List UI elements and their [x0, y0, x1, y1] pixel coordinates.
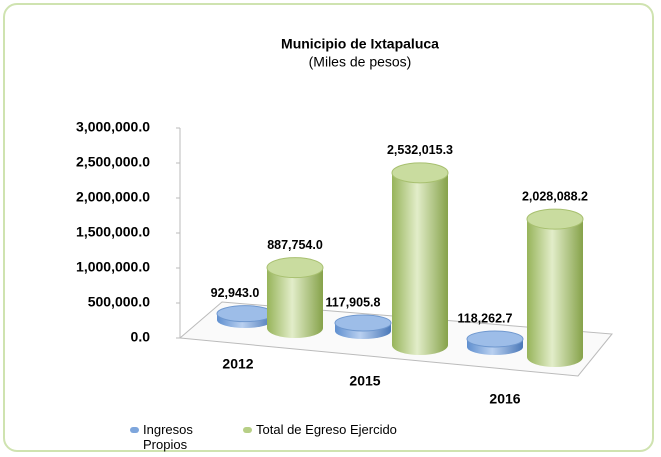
bar: [466, 330, 524, 355]
x-tick-label: 2015: [349, 373, 380, 389]
y-tick-label: 2,000,000.0: [76, 189, 150, 205]
value-label: 2,532,015.3: [387, 143, 453, 157]
bar-top: [526, 208, 584, 230]
legend-item: Ingresos Propios: [130, 422, 218, 452]
bar-top: [334, 314, 392, 332]
bar: [526, 208, 584, 367]
value-label: 2,028,088.2: [522, 189, 588, 203]
y-tick-label: 3,000,000.0: [76, 119, 150, 135]
x-tick-label: 2016: [489, 391, 520, 407]
bar-top: [466, 330, 524, 348]
y-tick-label: 2,500,000.0: [76, 154, 150, 170]
bar-body: [527, 219, 583, 357]
y-tick-label: 500,000.0: [88, 294, 150, 310]
bar-top: [266, 257, 324, 279]
frame: [3, 3, 654, 452]
legend-swatch: [243, 427, 252, 433]
bar-top: [391, 162, 449, 184]
y-tick-label: 0.0: [131, 329, 151, 345]
y-tick-label: 1,000,000.0: [76, 259, 150, 275]
legend-swatch: [130, 427, 139, 433]
bar: [391, 162, 449, 355]
value-label: 92,943.0: [211, 286, 260, 300]
value-label: 118,262.7: [458, 311, 513, 325]
legend-label: Total de Egreso Ejercido: [256, 422, 397, 437]
x-tick-label: 2012: [222, 356, 253, 372]
bar: [266, 257, 324, 338]
chart-title: Municipio de Ixtapaluca: [281, 36, 439, 52]
bar-top: [216, 305, 274, 323]
value-label: 887,754.0: [267, 238, 323, 252]
y-tick-label: 1,500,000.0: [76, 224, 150, 240]
value-label: 117,905.8: [326, 295, 381, 309]
chart-subtitle: (Miles de pesos): [309, 54, 412, 70]
bar: [216, 305, 274, 328]
bar-body: [392, 172, 448, 345]
legend-label: Ingresos Propios: [143, 422, 193, 452]
bar: [334, 314, 392, 339]
legend-item: Total de Egreso Ejercido: [243, 422, 397, 437]
